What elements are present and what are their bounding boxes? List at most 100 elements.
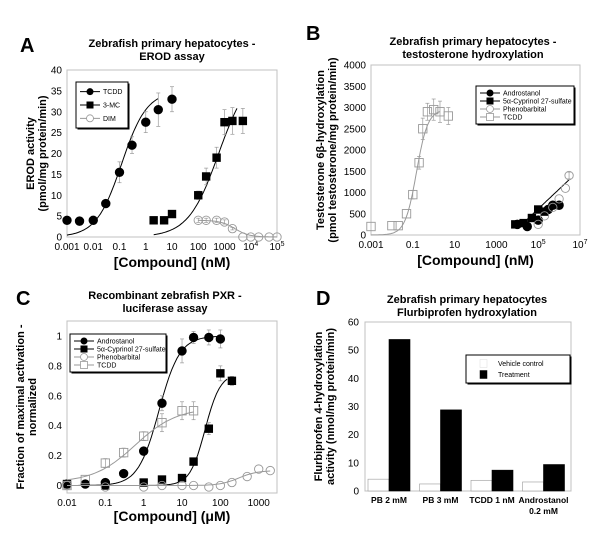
data-point (193, 215, 203, 225)
data-point (188, 332, 199, 343)
data-point (201, 215, 211, 225)
data-point (204, 482, 214, 492)
x-tick-exponent: 5 (281, 241, 285, 248)
y-axis-label: Flurbiprofen 4-hydroxylation (313, 331, 325, 481)
data-point (238, 116, 248, 126)
data-point (177, 406, 187, 416)
legend-label: Androstanol (97, 339, 135, 346)
data-point (429, 104, 439, 115)
data-point (118, 447, 129, 458)
x-tick-base: 10 (243, 242, 255, 253)
data-point (527, 213, 537, 223)
data-point (153, 104, 163, 115)
x-tick-base: 100 (212, 498, 229, 509)
legend-marker (486, 105, 494, 113)
x-tick-label: 105 (269, 241, 284, 253)
data-point (401, 209, 412, 219)
data-point (264, 232, 274, 242)
data-point (100, 482, 110, 492)
data-point (414, 158, 424, 168)
legend-item: DIM (80, 114, 116, 123)
y-axis-label: Fraction of maximal activation - (15, 324, 27, 489)
bar (470, 479, 493, 492)
chart-title: Zebrafish primary hepatocytes (387, 294, 547, 306)
data-point (159, 216, 169, 225)
fit-curve (198, 219, 278, 238)
x-category-label: PB 2 mM (371, 495, 407, 505)
legend-label: TCDD (97, 363, 116, 370)
x-category-label: Androstanol (518, 495, 568, 505)
data-point (227, 376, 237, 386)
bar (419, 483, 441, 492)
panel-A: A Zebrafish primary hepatocytes -EROD ass… (20, 35, 285, 270)
legend-marker (80, 337, 88, 345)
data-point (539, 211, 550, 221)
panel-label: B (306, 23, 320, 45)
x-tick-base: 10 (269, 242, 281, 253)
data-point (228, 116, 237, 126)
x-tick-label: 0.1 (98, 498, 112, 509)
x-tick-base: 1 (141, 498, 147, 509)
data-point (548, 202, 558, 213)
y-tick-label: 0 (56, 481, 62, 492)
y-tick-label: 3000 (344, 103, 367, 114)
panel-label: D (316, 288, 330, 310)
y-tick-label: 3500 (344, 82, 367, 93)
series-phenobarbital (62, 464, 275, 492)
chart-title: EROD assay (139, 51, 205, 63)
x-tick-label: 10 (176, 498, 188, 509)
data-point (511, 220, 520, 229)
x-tick-base: 10 (572, 240, 584, 251)
y-axis-label: Testosterone 6β-hydroxylation (315, 70, 327, 230)
legend-swatch (479, 370, 488, 379)
data-point (149, 216, 158, 225)
x-tick-base: 10 (531, 240, 543, 251)
data-point (216, 369, 225, 378)
legend-item: Phenobarbital (74, 353, 141, 362)
x-tick-base: 0.1 (98, 498, 112, 509)
x-tick-exponent: 4 (254, 241, 258, 248)
data-point (393, 220, 403, 231)
chart-title: Zebrafish primary hepatocytes - (89, 38, 256, 50)
x-tick-base: 0.001 (54, 242, 79, 253)
data-point (62, 479, 72, 489)
legend-marker (486, 89, 494, 97)
bar (388, 339, 411, 492)
fit-curve (153, 108, 238, 236)
legend-item: TCDD (74, 361, 116, 370)
x-tick-label: 100 (212, 498, 229, 509)
y-tick-label: 0.8 (48, 361, 62, 372)
data-point (215, 334, 226, 344)
x-axis-label: [Compound] (nM) (114, 254, 231, 270)
x-tick-base: 10 (176, 498, 188, 509)
data-point (215, 480, 226, 491)
legend-box (75, 81, 129, 129)
legend: TCDD 3-MC DIM (75, 81, 130, 130)
legend-marker (80, 353, 88, 361)
series-tcdd (62, 86, 177, 236)
data-point (139, 482, 149, 492)
legend-label: Androstanol (503, 91, 541, 98)
y-axis-label: activity (nmol/mg protein/min) (325, 328, 337, 485)
legend-marker (80, 361, 88, 369)
fit-curve (66, 98, 159, 236)
data-point (157, 475, 167, 484)
y-tick-label: 2500 (344, 124, 367, 135)
data-point (177, 473, 187, 483)
x-tick-base: 0.1 (406, 240, 420, 251)
data-point (227, 477, 237, 488)
x-tick-label: 0.1 (113, 242, 127, 253)
data-point (422, 107, 433, 117)
data-point (366, 221, 376, 232)
data-point (219, 217, 230, 227)
data-point (114, 167, 125, 177)
data-point (189, 457, 198, 466)
y-tick-label: 40 (51, 66, 63, 77)
x-tick-base: 1000 (248, 498, 271, 509)
series-dim (193, 215, 282, 242)
bar (522, 481, 544, 492)
panel-label: A (20, 35, 34, 57)
